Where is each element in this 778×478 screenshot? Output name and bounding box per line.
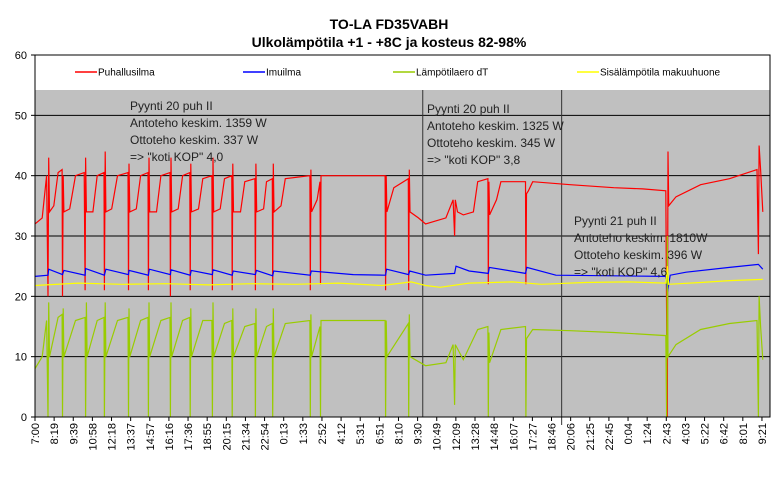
y-tick-label: 10 [15,352,27,364]
x-tick-label: 7:00 [30,423,42,444]
x-tick-label: 18:46 [547,423,559,451]
plot-area [35,90,770,417]
x-tick-label: 9:39 [68,423,80,444]
x-tick-label: 14:48 [489,423,501,451]
x-tick-label: 6:51 [374,423,386,444]
x-tick-label: 6:42 [719,423,731,444]
annotation-line: Antoteho keskim. 1810W [574,231,708,245]
annotation-period-2: Pyynti 20 puh II Antoteho keskim. 1325 W… [427,101,564,169]
x-tick-label: 1:33 [298,423,310,444]
y-tick-label: 30 [15,231,27,243]
x-tick-label: 13:28 [470,423,482,451]
x-tick-label: 18:55 [202,423,214,451]
legend-label: Sisälämpötila makuuhuone [600,68,721,79]
x-tick-label: 2:52 [317,423,329,444]
series-line-lämpötilaero-dt [34,235,764,418]
y-tick-label: 0 [21,412,27,424]
chart-title: TO-LA FD35VABH [329,16,449,32]
plot-border [34,54,771,418]
x-tick-label: 0:04 [623,423,635,444]
x-tick-label: 20:06 [566,423,578,451]
annotation-line: Pyynti 20 puh II [130,99,213,113]
annotation-line: => "koti KOP" 4,6 [574,265,668,279]
series-line-sisälämpötila-makuuhuone [34,266,763,288]
x-tick-label: 20:15 [221,423,233,451]
annotation-line: Antoteho keskim. 1359 W [130,116,267,130]
x-tick-label: 4:03 [680,423,692,444]
x-tick-label: 10:58 [87,423,99,451]
x-tick-label: 4:12 [336,423,348,444]
x-tick-label: 14:57 [145,423,157,451]
annotation-period-3: Pyynti 21 puh II Antoteho keskim. 1810W … [574,213,707,281]
legend-label: Lämpötilaero dT [416,68,488,79]
x-tick-label: 0:13 [279,423,291,444]
annotation-line: Antoteho keskim. 1325 W [427,119,564,133]
x-tick-label: 8:10 [393,423,405,444]
annotation-line: => "koti KOP" 4,0 [130,150,224,164]
annotation-line: Pyynti 20 puh II [427,102,510,116]
x-tick-label: 9:30 [413,423,425,444]
x-tick-label: 16:07 [508,423,520,451]
x-tick-label: 17:27 [527,423,539,451]
x-tick-label: 12:18 [107,423,119,451]
y-tick-label: 20 [15,291,27,303]
x-tick-label: 12:09 [451,423,463,451]
x-tick-label: 2:43 [661,423,673,444]
x-tick-label: 16:16 [164,423,176,451]
annotation-period-1: Pyynti 20 puh II Antoteho keskim. 1359 W… [130,98,267,166]
annotation-line: Pyynti 21 puh II [574,214,657,228]
x-tick-label: 21:34 [240,423,252,451]
chart-subtitle: Ulkolämpötila +1 - +8C ja kosteus 82-98% [251,34,527,50]
x-tick-label: 1:24 [642,423,654,444]
annotation-line: Ottoteho keskim. 337 W [130,133,259,147]
legend-label: Puhallusilma [98,68,155,79]
x-tick-label: 9:21 [757,423,769,444]
x-tick-label: 5:31 [355,423,367,444]
x-tick-label: 22:54 [260,423,272,451]
x-tick-label: 8:19 [49,423,61,444]
y-tick-label: 50 [15,110,27,122]
annotation-line: => "koti KOP" 3,8 [427,153,521,167]
x-tick-label: 13:37 [126,423,138,451]
annotation-line: Ottoteho keskim. 345 W [427,136,556,150]
y-tick-label: 40 [15,171,27,183]
x-tick-label: 5:22 [700,423,712,444]
series-line-puhallusilma [34,145,764,418]
y-tick-label: 60 [15,50,27,62]
x-tick-label: 10:49 [432,423,444,451]
x-tick-label: 8:01 [738,423,750,444]
x-tick-label: 22:45 [604,423,616,451]
series-line-imuilma [34,263,764,294]
x-tick-label: 21:25 [585,423,597,451]
annotation-line: Ottoteho keskim. 396 W [574,248,703,262]
legend-label: Imuilma [266,68,301,79]
x-tick-label: 17:36 [183,423,195,451]
